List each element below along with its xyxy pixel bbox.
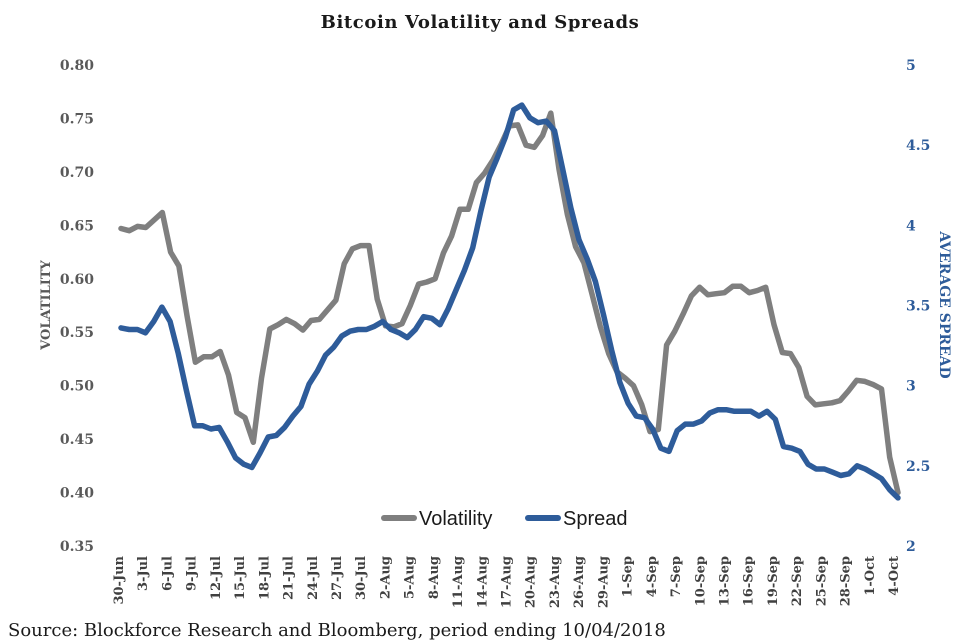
x-tick-label: 4-Oct xyxy=(887,556,902,596)
y-axis-left-ticks: 0.80 0.75 0.70 0.65 0.60 0.55 0.50 0.45 0.40 0.35 xyxy=(60,58,94,555)
x-tick-label: 25-Sep xyxy=(814,556,829,606)
x-tick-label: 22-Sep xyxy=(790,556,805,606)
y-right-tick-label: 3.5 xyxy=(906,299,930,315)
x-axis-ticks: 30-Jun 3-Jul 6-Jul 9-Jul 12-Jul 15-Jul 18-Jul 2… xyxy=(112,555,902,608)
x-tick-label: 27-Jul xyxy=(330,556,345,600)
x-tick-label: 1-Sep xyxy=(621,556,636,597)
x-tick-label: 16-Sep xyxy=(742,556,757,606)
y-right-tick-label: 5 xyxy=(906,58,916,74)
x-tick-label: 3-Jul xyxy=(136,556,151,591)
x-tick-label: 23-Aug xyxy=(548,556,563,608)
legend: Volatility Spread xyxy=(381,508,628,530)
y-right-tick-label: 4.5 xyxy=(906,138,930,154)
y-left-tick-label: 0.75 xyxy=(60,111,94,127)
y-axis-left-label: VOLATILITY xyxy=(39,259,54,350)
x-tick-label: 30-Jun xyxy=(112,555,127,604)
x-tick-label: 17-Aug xyxy=(500,556,515,608)
x-tick-label: 24-Jul xyxy=(306,556,321,600)
y-left-tick-label: 0.60 xyxy=(60,272,94,288)
x-tick-label: 13-Sep xyxy=(717,556,732,606)
legend-label-spread: Spread xyxy=(563,508,628,530)
legend-label-volatility: Volatility xyxy=(419,508,492,530)
x-tick-label: 21-Jul xyxy=(282,556,297,600)
series-layer xyxy=(118,102,901,501)
y-left-tick-label: 0.50 xyxy=(60,379,94,395)
y-left-tick-label: 0.45 xyxy=(60,432,94,448)
chart-title: Bitcoin Volatility and Spreads xyxy=(321,12,640,33)
x-tick-label: 18-Jul xyxy=(257,556,272,600)
x-tick-label: 19-Sep xyxy=(766,556,781,606)
y-left-tick-label: 0.35 xyxy=(60,539,94,555)
x-tick-label: 6-Jul xyxy=(160,556,175,591)
x-tick-label: 4-Sep xyxy=(645,556,660,597)
x-tick-label: 7-Sep xyxy=(669,556,684,597)
x-tick-label: 29-Aug xyxy=(596,556,611,608)
y-right-tick-label: 3 xyxy=(906,379,916,395)
x-tick-label: 26-Aug xyxy=(572,556,587,608)
y-left-tick-label: 0.80 xyxy=(60,58,94,74)
x-tick-label: 1-Oct xyxy=(863,556,878,596)
x-tick-label: 8-Aug xyxy=(427,556,442,599)
x-tick-label: 15-Jul xyxy=(233,556,248,600)
y-axis-right-label: AVERAGE SPREAD xyxy=(936,230,952,378)
y-left-tick-label: 0.65 xyxy=(60,218,94,234)
series-line-spread xyxy=(118,102,901,501)
y-axis-right-ticks: 5 4.5 4 3.5 3 2.5 2 xyxy=(906,58,930,555)
source-note: Source: Blockforce Research and Bloomber… xyxy=(8,620,666,641)
x-tick-label: 5-Aug xyxy=(403,556,418,599)
y-left-tick-label: 0.55 xyxy=(60,325,94,341)
x-tick-label: 10-Sep xyxy=(693,556,708,606)
x-tick-label: 12-Jul xyxy=(209,556,224,600)
y-left-tick-label: 0.40 xyxy=(60,486,94,502)
y-right-tick-label: 4 xyxy=(906,218,916,234)
y-right-tick-label: 2.5 xyxy=(906,459,930,475)
y-left-tick-label: 0.70 xyxy=(60,165,94,181)
x-tick-label: 20-Aug xyxy=(524,556,539,608)
x-tick-label: 11-Aug xyxy=(451,556,466,608)
x-tick-label: 14-Aug xyxy=(475,556,490,608)
x-tick-label: 30-Jul xyxy=(354,556,369,600)
x-tick-label: 9-Jul xyxy=(185,556,200,591)
y-right-tick-label: 2 xyxy=(906,539,916,555)
x-tick-label: 2-Aug xyxy=(378,556,393,599)
x-tick-label: 28-Sep xyxy=(839,556,854,606)
